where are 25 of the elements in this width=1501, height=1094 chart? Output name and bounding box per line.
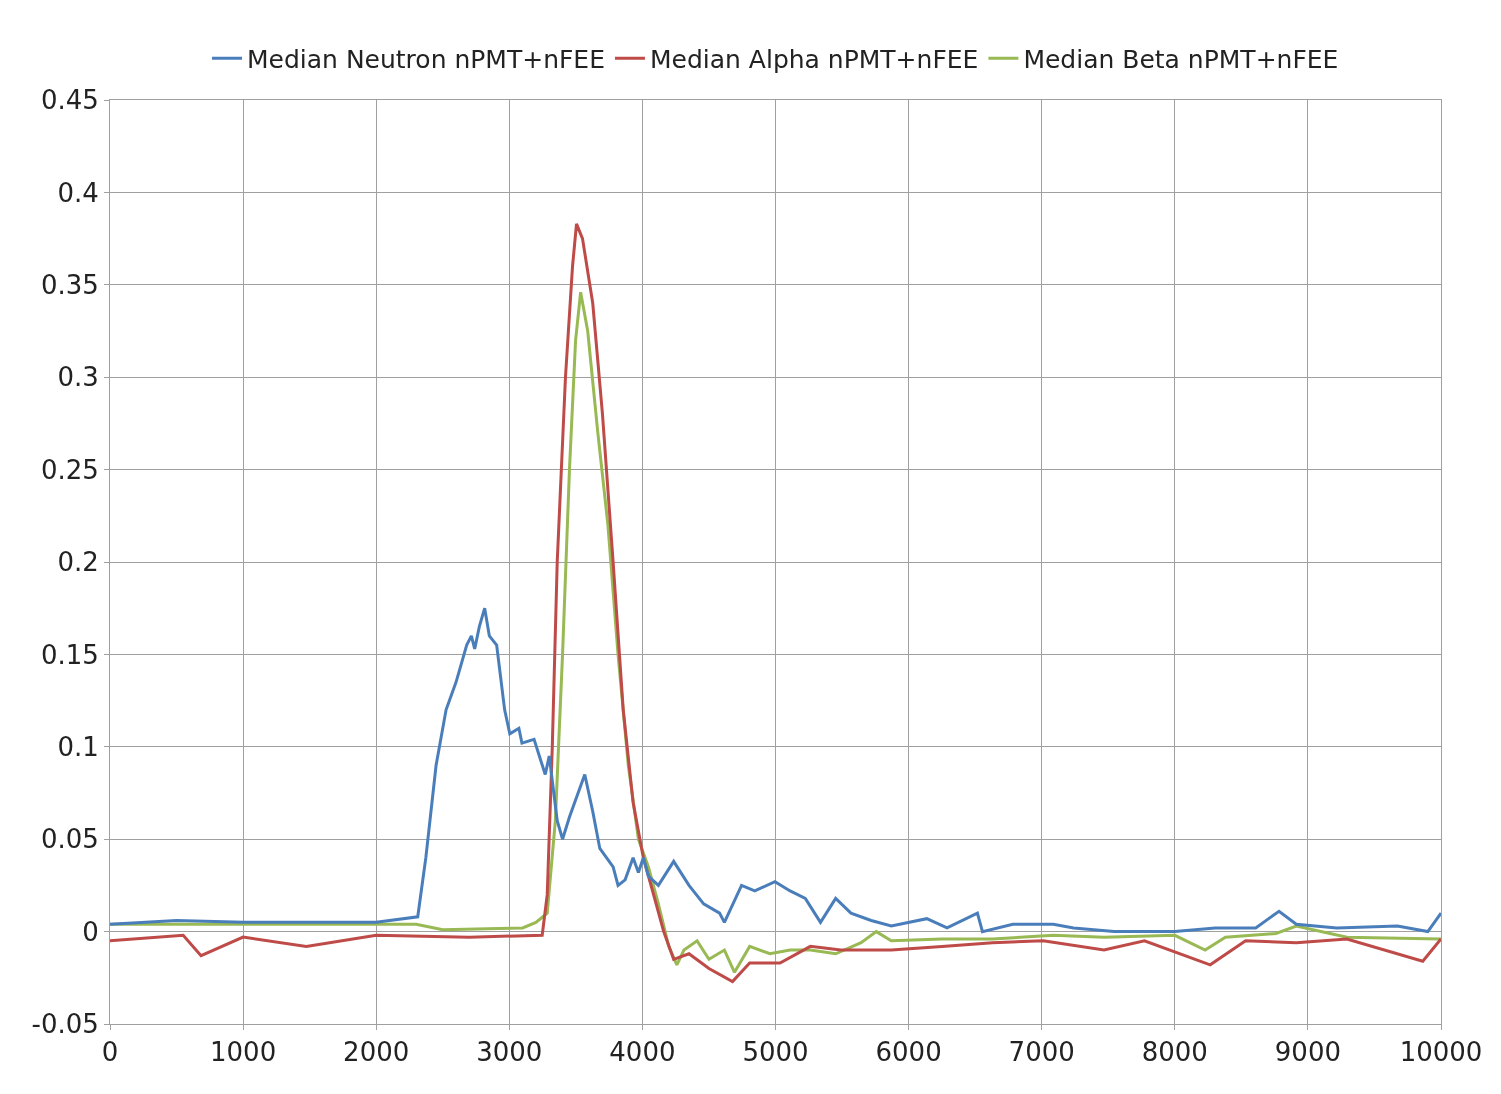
legend-label: Median Neutron nPMT+nFEE — [247, 45, 605, 75]
x-tick-label: 2000 — [343, 1037, 410, 1068]
legend-label: Median Beta nPMT+nFEE — [1023, 45, 1339, 75]
legend-label: Median Alpha nPMT+nFEE — [649, 45, 979, 75]
x-tick-label: 10000 — [1399, 1037, 1483, 1068]
x-tick-label: 5000 — [742, 1037, 809, 1068]
y-tick-label: 0.4 — [57, 177, 99, 208]
x-tick-label: 7000 — [1008, 1037, 1075, 1068]
y-tick-label: 0 — [82, 916, 99, 947]
y-tick-label: 0.3 — [57, 362, 99, 393]
y-tick-label: 0.25 — [40, 454, 99, 485]
y-tick-label: -0.05 — [31, 1009, 99, 1040]
y-tick-label: 0.05 — [40, 824, 99, 855]
x-tick-label: 0 — [101, 1037, 119, 1068]
y-tick-label: 0.1 — [57, 731, 99, 762]
y-tick-label: 0.35 — [40, 269, 99, 300]
x-tick-label: 4000 — [609, 1037, 676, 1068]
x-tick-label: 1000 — [210, 1037, 277, 1068]
x-tick-label: 6000 — [875, 1037, 942, 1068]
x-tick-label: 3000 — [476, 1037, 543, 1068]
x-tick-label: 9000 — [1274, 1037, 1341, 1068]
y-tick-label: 0.45 — [40, 85, 99, 116]
y-tick-label: 0.2 — [57, 547, 99, 578]
y-tick-label: 0.15 — [40, 639, 99, 670]
x-tick-label: 8000 — [1141, 1037, 1208, 1068]
